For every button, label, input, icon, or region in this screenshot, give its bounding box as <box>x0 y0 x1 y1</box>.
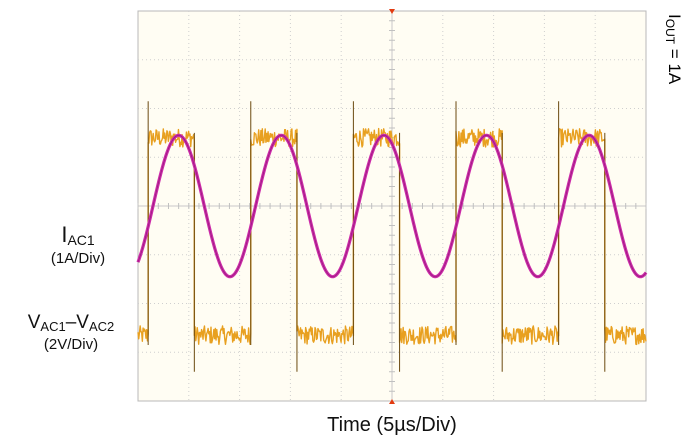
trigger-marker-top <box>389 9 395 14</box>
grid <box>137 10 647 402</box>
x-axis-label: Time (5µs/Div) <box>327 414 457 436</box>
vac1-symbol: V <box>27 312 41 333</box>
vac2-symbol: V <box>76 312 89 333</box>
iout-subscript: OUT <box>663 18 677 45</box>
vac-dash: – <box>65 312 77 333</box>
vac-scale: (2V/Div) <box>43 336 99 353</box>
vac-label: VAC1–VAC2 (2V/Div) <box>6 312 136 353</box>
vac1-subscript: AC1 <box>40 319 66 334</box>
iout-value: = 1A <box>665 44 684 85</box>
iac1-symbol: I <box>61 222 68 247</box>
trace-iac1 <box>136 133 648 279</box>
iac1-waveform-core <box>137 134 647 278</box>
iac1-label: IAC1 (1A/Div) <box>28 222 128 267</box>
traces <box>136 101 648 372</box>
iac1-scale: (1A/Div) <box>50 250 106 267</box>
trigger-marker-bottom <box>389 399 395 404</box>
iout-annotation: IOUT = 1A <box>650 14 690 134</box>
vac2-subscript: AC2 <box>88 319 115 334</box>
iac1-subscript: AC1 <box>67 232 95 248</box>
vac-waveform <box>137 127 647 346</box>
